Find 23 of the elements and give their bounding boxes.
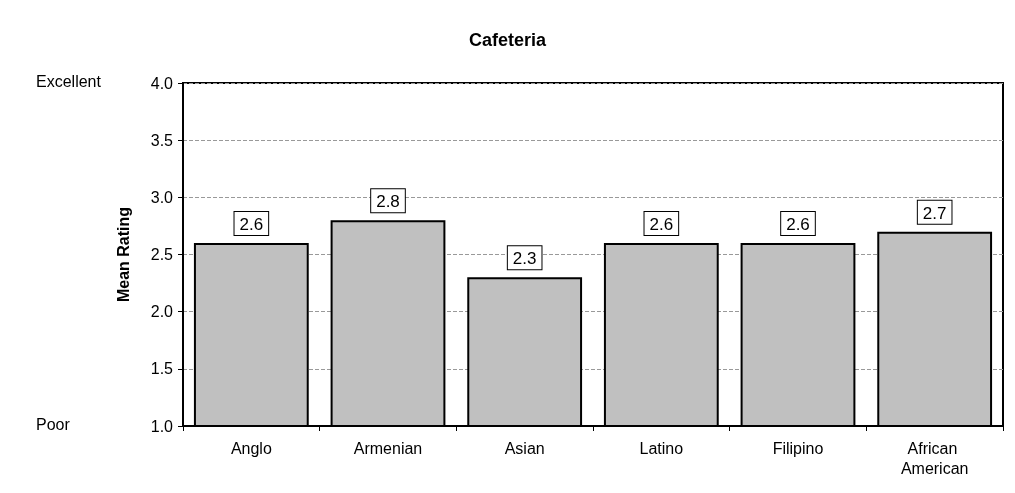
data-label: 2.6 <box>239 215 264 235</box>
text: Excellent <box>36 72 102 90</box>
data-label: 2.7 <box>922 203 947 223</box>
x-tick-label: Asian <box>504 439 545 457</box>
data-label: 2.8 <box>376 192 400 212</box>
chart-title: Cafeteria <box>468 30 547 50</box>
x-tick-label: African American <box>900 439 969 477</box>
x-tick-label: Filipino <box>772 439 824 457</box>
y-tick-label: 1.5 <box>150 360 174 378</box>
y-tick-label: 3.5 <box>150 131 174 149</box>
y-tick-label: 4.0 <box>150 74 174 92</box>
y-tick-label: 1.0 <box>150 417 174 435</box>
data-label: 2.6 <box>786 215 810 235</box>
data-label: 2.3 <box>512 249 537 269</box>
y-axis-title: Mean Rating <box>114 206 132 303</box>
y-tick-label: 3.0 <box>150 188 174 206</box>
y-tick-label: 2.0 <box>150 303 174 321</box>
data-label: 2.6 <box>649 215 674 235</box>
x-tick-label: Latino <box>639 439 684 457</box>
x-tick-label: Armenian <box>353 439 423 457</box>
y-tick-label: 2.5 <box>150 246 174 263</box>
x-tick-label: Anglo <box>230 439 272 457</box>
text: Poor <box>36 415 71 433</box>
